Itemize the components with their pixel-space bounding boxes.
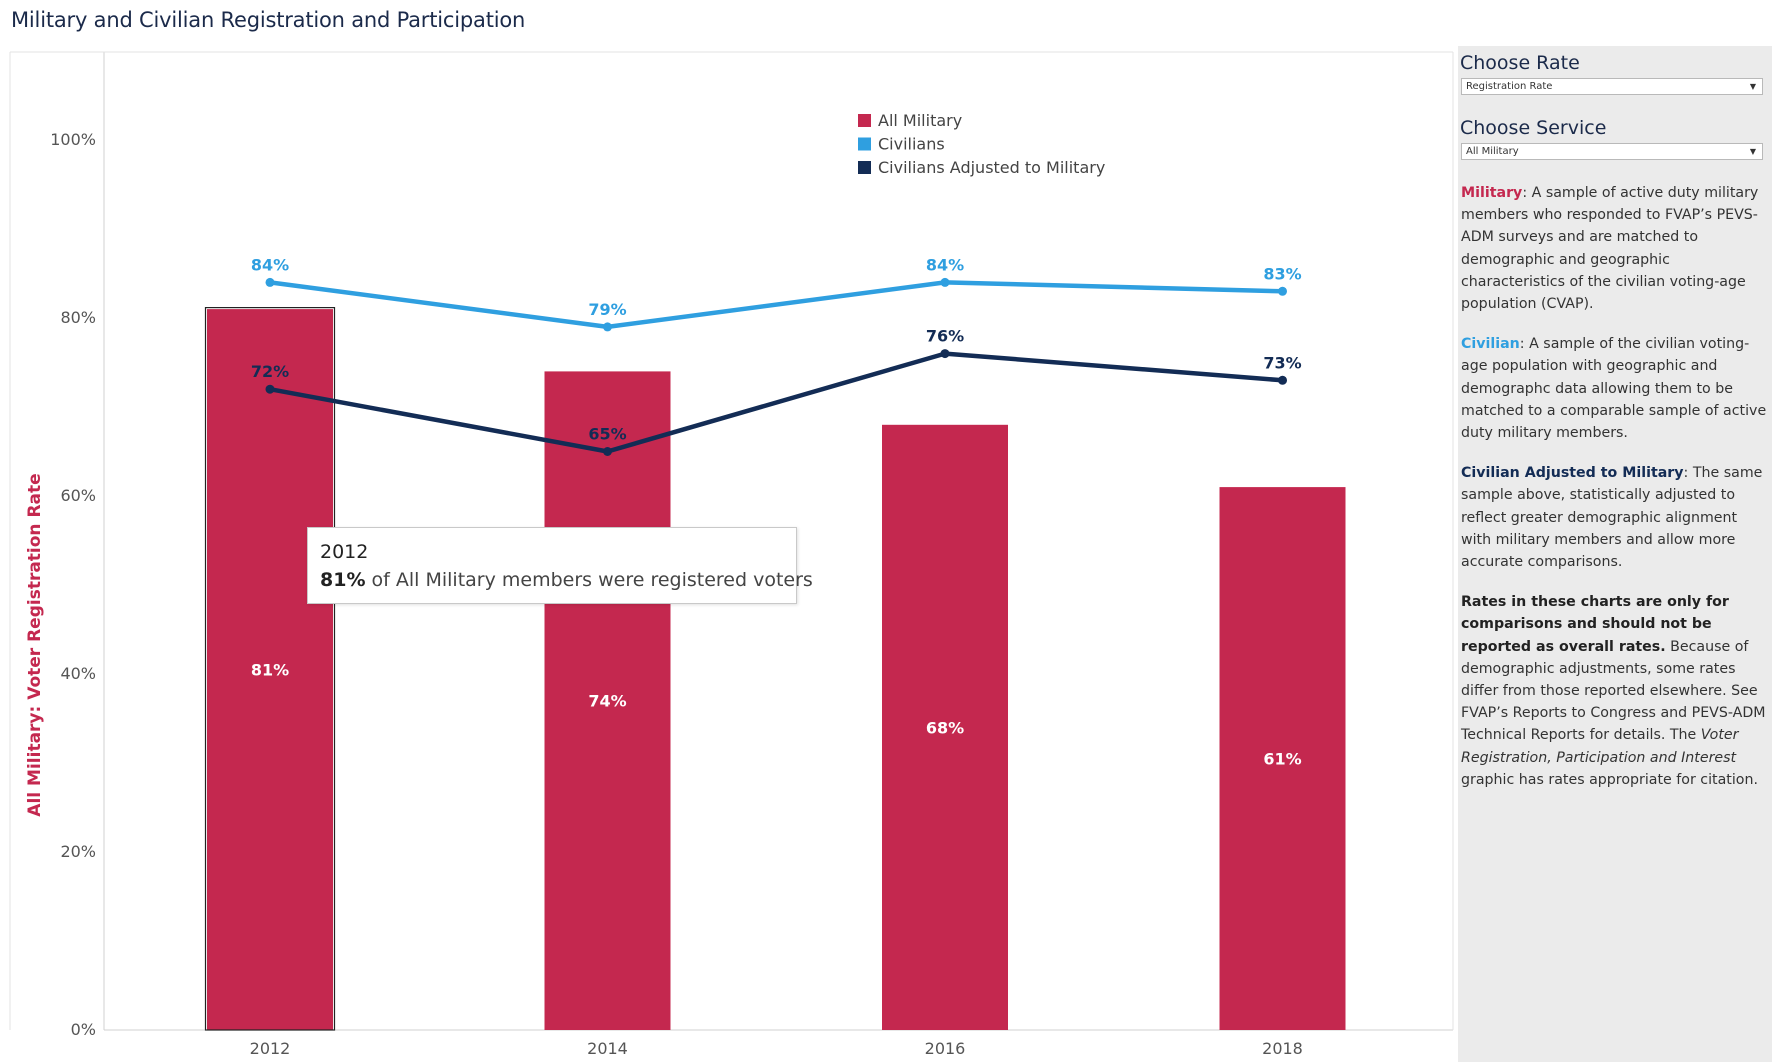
line-data-label: 79% — [588, 300, 626, 319]
adjusted-description: Civilian Adjusted to Military: The same … — [1461, 462, 1769, 573]
y-tick-label: 100% — [50, 130, 96, 149]
adjusted-term: Civilian Adjusted to Military — [1461, 465, 1684, 482]
military-term: Military — [1461, 185, 1523, 201]
civilian-description: Civilian: A sample of the civilian votin… — [1461, 333, 1769, 444]
military-description: Military: A sample of active duty milita… — [1461, 182, 1769, 315]
bar — [544, 371, 671, 1030]
rates-note-italic: Voter Registration, Participation and In… — [1461, 727, 1739, 766]
legend-swatch — [858, 137, 871, 151]
series-point — [1278, 375, 1287, 385]
y-tick-label: 60% — [60, 486, 96, 505]
bar — [882, 424, 1008, 1030]
bar-data-label: 74% — [588, 692, 626, 711]
choose-rate-label: Choose Rate — [1460, 52, 1580, 74]
y-axis-title: All Military: Voter Registration Rate — [25, 473, 45, 816]
y-tick-label: 40% — [60, 664, 96, 683]
rates-note-text-2: graphic has rates appropriate for citati… — [1461, 771, 1758, 788]
y-tick-label: 20% — [60, 842, 96, 861]
chevron-down-icon: ▼ — [1749, 147, 1756, 156]
y-tick-label: 80% — [60, 308, 96, 327]
civilian-term: Civilian — [1461, 336, 1520, 353]
tooltip-description: of All Military members were registered … — [365, 569, 813, 591]
line-data-label: 65% — [588, 425, 626, 444]
adjusted-text: : The same sample above, statistically a… — [1461, 465, 1763, 571]
series-point — [940, 277, 950, 287]
series-point — [603, 447, 612, 456]
bar-data-label: 81% — [251, 661, 289, 680]
tooltip-year: 2012 — [320, 541, 369, 563]
bar — [1219, 487, 1346, 1031]
line-data-label: 73% — [1263, 353, 1301, 372]
chart: 0% 20% 40% 60% 80% 100% All Military: Voter Re… — [9, 51, 1454, 1058]
x-tick-label: 2012 — [250, 1039, 291, 1058]
x-tick-label: 2018 — [1262, 1039, 1303, 1058]
series-point — [1278, 286, 1287, 296]
rates-note-bold: Rates in these charts are only for compa… — [1461, 594, 1729, 655]
line-data-label: 76% — [926, 327, 964, 346]
bar-highlight — [204, 307, 336, 1031]
bar-data-label: 68% — [926, 718, 964, 737]
bar-data-label: 61% — [1263, 750, 1301, 769]
series-line — [269, 351, 1283, 454]
bar — [207, 309, 333, 1031]
line-data-label: 83% — [1263, 264, 1301, 283]
choose-rate-dropdown[interactable]: Registration Rate ▼ — [1461, 78, 1763, 95]
chevron-down-icon: ▼ — [1749, 82, 1756, 91]
series-point — [603, 322, 612, 332]
series-point — [265, 384, 275, 394]
choose-service-label: Choose Service — [1460, 117, 1607, 139]
legend-swatch — [858, 161, 871, 174]
series-line — [269, 280, 1283, 330]
line-data-label: 84% — [251, 255, 289, 274]
tooltip-text: 81% of All Military members were registe… — [320, 569, 813, 591]
legend-label: All Military — [878, 111, 962, 130]
sidebar: Choose Rate Registration Rate ▼ Choose S… — [1458, 46, 1772, 1062]
legend-swatch — [858, 114, 871, 127]
x-tick-label: 2016 — [925, 1039, 966, 1058]
description-panel: Military: A sample of active duty milita… — [1461, 182, 1769, 809]
chart-tooltip: 2012 81% of All Military members were re… — [307, 527, 813, 604]
line-data-label: 84% — [926, 255, 964, 274]
choose-service-dropdown[interactable]: All Military ▼ — [1461, 143, 1763, 160]
series-point — [265, 277, 275, 287]
line-data-label: 72% — [251, 362, 289, 381]
civilian-text: : A sample of the civilian voting-age po… — [1461, 336, 1767, 442]
military-text: : A sample of active duty military membe… — [1461, 185, 1759, 313]
y-tick-label: 0% — [71, 1020, 96, 1039]
choose-service-value: All Military — [1466, 146, 1519, 157]
page-title: Military and Civilian Registration and P… — [11, 8, 526, 32]
legend-label: Civilians — [878, 135, 945, 154]
tooltip-value: 81% — [320, 569, 366, 591]
x-tick-label: 2014 — [587, 1039, 628, 1058]
rates-note: Rates in these charts are only for compa… — [1461, 591, 1769, 791]
rates-note-text-1: Because of demographic adjustments, some… — [1461, 638, 1766, 744]
choose-rate-value: Registration Rate — [1466, 81, 1553, 92]
legend-label: Civilians Adjusted to Military — [878, 158, 1105, 177]
series-point — [940, 349, 950, 359]
